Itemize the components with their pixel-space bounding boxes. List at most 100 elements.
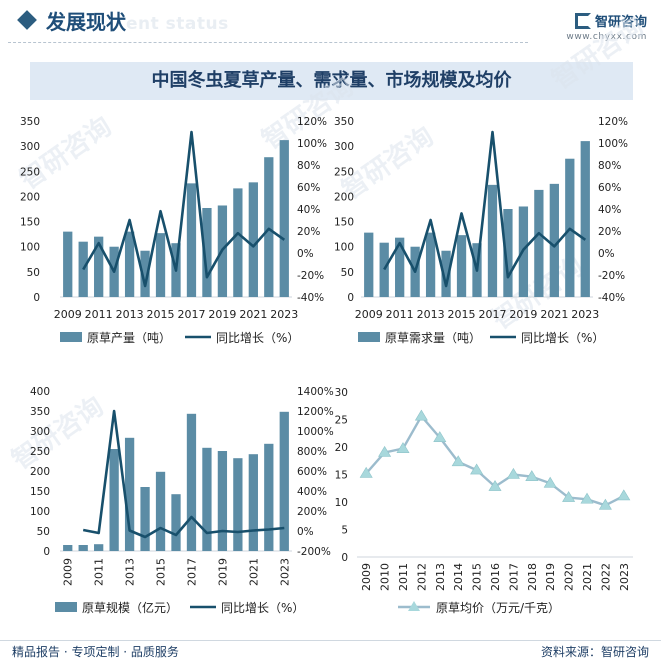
brand-block: 智研咨询 www.chyxx.com xyxy=(566,10,647,42)
bar-2-2014 xyxy=(140,487,150,551)
y-right-tick-1-3: 20% xyxy=(598,226,621,238)
price-point-2017 xyxy=(506,467,520,479)
price-point-2020 xyxy=(562,491,576,502)
y-left-tick-0-1: 50 xyxy=(27,267,40,279)
price-x-tick-0: 2009 xyxy=(360,563,373,591)
price-point-2019 xyxy=(543,476,557,488)
y-left-tick-2-6: 300 xyxy=(30,426,50,438)
x-tick-1-2: 2013 xyxy=(417,308,445,321)
y-left-tick-1-5: 250 xyxy=(334,166,354,178)
y-left-tick-2-3: 150 xyxy=(30,486,50,498)
price-x-tick-7: 2016 xyxy=(489,563,502,591)
bar-0-2020 xyxy=(233,188,243,297)
price-point-2010 xyxy=(378,445,392,457)
y-left-tick-2-2: 100 xyxy=(30,506,50,518)
bar-2-2022 xyxy=(264,443,274,551)
growth-line-2 xyxy=(82,409,285,539)
y-left-tick-0-5: 250 xyxy=(20,166,40,178)
y-right-tick-2-3: 400% xyxy=(297,486,327,498)
price-x-tick-13: 2022 xyxy=(599,563,612,591)
price-y-tick-0: 0 xyxy=(341,552,348,564)
y-right-tick-1-8: 120% xyxy=(598,116,628,128)
y-right-tick-0-2: 0% xyxy=(297,248,314,260)
x-tick-0-3: 2015 xyxy=(147,308,175,321)
bar-1-2013 xyxy=(425,232,436,297)
y-left-tick-0-2: 100 xyxy=(20,242,40,254)
brand-url: www.chyxx.com xyxy=(566,32,647,42)
y-left-tick-2-8: 400 xyxy=(30,386,50,398)
price-point-2012 xyxy=(414,409,428,421)
bar-2-2017 xyxy=(186,413,197,551)
y-left-tick-2-0: 0 xyxy=(43,546,50,558)
x-tick-1-7: 2023 xyxy=(571,308,599,321)
bar-1-2021 xyxy=(549,183,559,297)
y-left-tick-2-7: 350 xyxy=(30,406,50,418)
bar-1-2009 xyxy=(364,232,374,297)
bar-0-2014 xyxy=(140,250,150,297)
price-y-tick-5: 25 xyxy=(335,415,348,427)
bar-0-2013 xyxy=(124,231,135,297)
x-tick-2-5: 2019 xyxy=(216,558,229,586)
legend-bar-label-1: 原草需求量（吨） xyxy=(385,331,481,345)
price-point-2013 xyxy=(433,431,447,442)
legend-bar-swatch-0 xyxy=(60,332,82,342)
legend-bar-swatch-1 xyxy=(358,332,380,342)
bar-2-2021 xyxy=(248,454,258,551)
price-point-2014 xyxy=(451,455,465,467)
bar-0-2009 xyxy=(63,231,73,297)
price-x-tick-11: 2020 xyxy=(563,563,576,591)
growth-line-1 xyxy=(383,130,587,288)
legend-bar-label-0: 原草产量（吨） xyxy=(87,331,171,345)
bar-0-2022 xyxy=(264,157,274,297)
y-left-tick-0-3: 150 xyxy=(20,217,40,229)
bar-1-2014 xyxy=(441,250,451,297)
x-tick-1-6: 2021 xyxy=(540,308,568,321)
brand-logo-icon xyxy=(574,12,591,29)
y-right-tick-2-2: 200% xyxy=(297,506,327,518)
price-point-2011 xyxy=(396,442,410,453)
x-tick-2-3: 2015 xyxy=(155,558,168,586)
x-tick-0-4: 2017 xyxy=(177,308,205,321)
y-left-tick-1-3: 150 xyxy=(334,217,354,229)
x-tick-0-6: 2021 xyxy=(239,308,267,321)
bar-0-2015 xyxy=(155,233,166,297)
y-left-tick-1-6: 300 xyxy=(334,141,354,153)
x-tick-1-1: 2011 xyxy=(386,308,414,321)
y-right-tick-1-1: -20% xyxy=(598,270,625,282)
bar-1-2020 xyxy=(534,189,544,297)
y-right-tick-0-3: 20% xyxy=(297,226,320,238)
y-right-tick-1-4: 40% xyxy=(598,204,621,216)
bar-2-2018 xyxy=(202,447,212,551)
price-legend-label: 原草均价（万元/千克） xyxy=(436,601,560,615)
y-left-tick-1-7: 350 xyxy=(334,116,354,128)
watermark-text-3: 智研咨询 xyxy=(6,391,109,476)
x-tick-2-1: 2011 xyxy=(93,558,106,586)
price-x-tick-14: 2023 xyxy=(618,563,631,591)
x-tick-2-2: 2013 xyxy=(124,558,137,586)
bar-0-2021 xyxy=(248,182,258,297)
bar-2-2009 xyxy=(63,545,73,551)
y-left-tick-0-7: 350 xyxy=(20,116,40,128)
y-left-tick-1-4: 200 xyxy=(334,191,354,203)
price-x-tick-3: 2012 xyxy=(415,563,428,591)
section-header: ent status 发展现状 xyxy=(0,0,661,46)
price-x-tick-12: 2021 xyxy=(581,563,594,591)
legend-line-label-1: 同比增长（%） xyxy=(521,331,604,345)
y-right-tick-1-2: 0% xyxy=(598,248,615,260)
bar-2-2020 xyxy=(233,458,243,551)
legend-bar-swatch-2 xyxy=(55,602,77,612)
price-x-tick-5: 2014 xyxy=(452,563,465,591)
bar-0-2018 xyxy=(202,207,212,297)
watermark-text-5: 智研咨询 xyxy=(546,11,649,96)
y-left-tick-0-6: 300 xyxy=(20,141,40,153)
price-x-tick-8: 2017 xyxy=(507,563,520,591)
price-point-2021 xyxy=(580,492,594,504)
bar-1-2018 xyxy=(503,209,513,297)
price-point-2015 xyxy=(470,463,484,475)
brand-name: 智研咨询 xyxy=(594,15,647,30)
price-point-2023 xyxy=(617,489,631,501)
y-right-tick-2-7: 1200% xyxy=(297,406,334,418)
y-right-tick-1-7: 100% xyxy=(598,138,628,150)
y-left-tick-0-4: 200 xyxy=(20,191,40,203)
chart-banner: 中国冬虫夏草产量、需求量、市场规模及均价 xyxy=(30,62,633,100)
